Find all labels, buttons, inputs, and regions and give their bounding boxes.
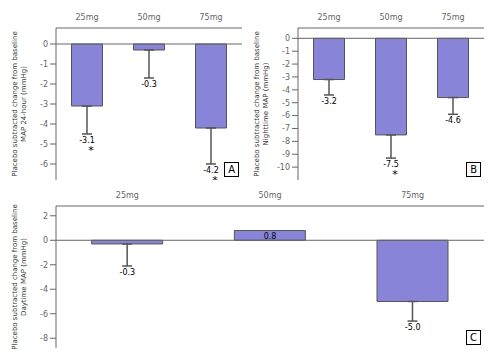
svg-text:-1: -1 xyxy=(282,47,290,56)
svg-text:0: 0 xyxy=(285,34,290,43)
svg-text:-10: -10 xyxy=(277,163,290,172)
svg-text:-3.2: -3.2 xyxy=(321,97,337,106)
svg-text:-4.6: -4.6 xyxy=(445,116,461,125)
svg-text:0: 0 xyxy=(43,40,48,49)
svg-text:-0.3: -0.3 xyxy=(141,80,157,89)
svg-text:*: * xyxy=(88,144,94,157)
svg-text:-3: -3 xyxy=(40,100,48,109)
svg-text:75mg: 75mg xyxy=(401,191,424,200)
svg-text:-5: -5 xyxy=(40,140,48,149)
svg-text:50mg: 50mg xyxy=(379,13,402,22)
svg-text:Placebo subtracted change from: Placebo subtracted change from baselineM… xyxy=(11,31,28,176)
svg-text:-4.2: -4.2 xyxy=(203,166,219,175)
svg-text:25mg: 25mg xyxy=(75,13,98,22)
svg-text:Placebo subtracted change from: Placebo subtracted change from baselineD… xyxy=(11,204,28,349)
svg-text:*: * xyxy=(392,168,398,180)
svg-text:Placebo subtracted change from: Placebo subtracted change from baselineN… xyxy=(253,31,270,176)
svg-text:-3: -3 xyxy=(282,73,290,82)
svg-text:-8: -8 xyxy=(282,137,290,146)
svg-text:*: * xyxy=(212,174,218,180)
svg-text:-4: -4 xyxy=(40,285,48,294)
svg-text:0: 0 xyxy=(43,236,48,245)
svg-text:-2: -2 xyxy=(282,60,290,69)
svg-text:-7: -7 xyxy=(282,124,290,133)
svg-text:50mg: 50mg xyxy=(137,13,160,22)
svg-text:-5: -5 xyxy=(282,99,290,108)
svg-text:-4: -4 xyxy=(40,120,48,129)
svg-text:-5.0: -5.0 xyxy=(405,323,421,332)
svg-text:-1: -1 xyxy=(40,60,48,69)
svg-text:-0.3: -0.3 xyxy=(120,268,136,277)
html-text:B: B xyxy=(470,164,477,175)
svg-text:75mg: 75mg xyxy=(441,13,464,22)
svg-text:-8: -8 xyxy=(40,334,48,343)
svg-text:0.8: 0.8 xyxy=(264,232,277,241)
svg-text:-6: -6 xyxy=(40,160,48,169)
html-text:C: C xyxy=(470,332,477,343)
svg-text:25mg: 25mg xyxy=(317,13,340,22)
html-text:A: A xyxy=(228,164,235,175)
svg-text:-2: -2 xyxy=(40,80,48,89)
svg-text:-2: -2 xyxy=(40,261,48,270)
svg-text:-4: -4 xyxy=(282,86,290,95)
svg-text:25mg: 25mg xyxy=(116,191,139,200)
svg-text:-3.1: -3.1 xyxy=(79,136,95,145)
svg-text:50mg: 50mg xyxy=(258,191,281,200)
svg-text:-6: -6 xyxy=(40,310,48,319)
svg-text:-6: -6 xyxy=(282,111,290,120)
svg-text:75mg: 75mg xyxy=(199,13,222,22)
svg-text:-7.5: -7.5 xyxy=(383,160,399,170)
svg-text:-9: -9 xyxy=(282,150,290,159)
svg-text:2: 2 xyxy=(43,212,48,221)
